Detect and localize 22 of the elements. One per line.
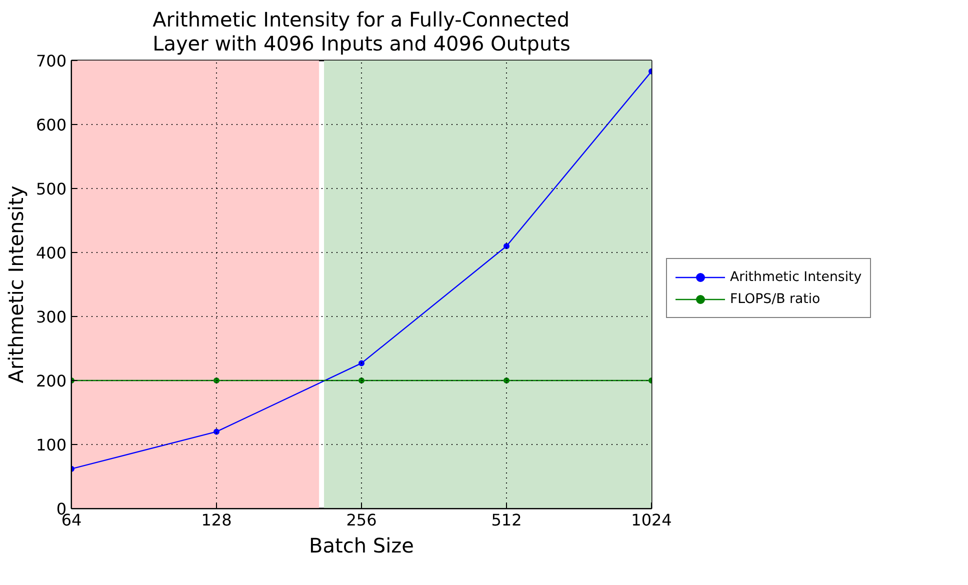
- y-axis-title: Arithmetic Intensity: [4, 186, 28, 384]
- y-tick-label: 500: [36, 180, 67, 198]
- y-tick-label: 200: [36, 372, 67, 390]
- x-tick-label: 128: [201, 510, 232, 530]
- x-axis-title: Batch Size: [309, 534, 414, 558]
- legend-label: FLOPS/B ratio: [730, 292, 820, 306]
- x-tick-label: 512: [491, 510, 522, 530]
- y-tick-label: 400: [36, 244, 67, 262]
- y-tick-label: 300: [36, 308, 67, 326]
- y-tick-label: 700: [36, 52, 67, 70]
- point: [214, 428, 220, 435]
- x-tick-label: 1024: [631, 510, 672, 530]
- point: [214, 378, 220, 384]
- point: [358, 360, 364, 366]
- point: [358, 378, 364, 384]
- legend-label: Arithmetic Intensity: [730, 270, 862, 284]
- x-tick-label: 256: [346, 510, 377, 530]
- chart-title: Arithmetic Intensity for a Fully-Connected Layer with 4096 Inputs and 4096 Outputs: [152, 8, 570, 56]
- y-tick-label: 600: [36, 116, 67, 134]
- y-tick-label: 100: [36, 436, 67, 454]
- point: [504, 243, 510, 250]
- point: [504, 378, 510, 384]
